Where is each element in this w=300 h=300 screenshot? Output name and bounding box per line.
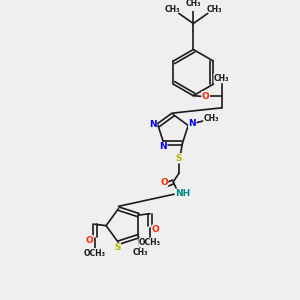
Text: N: N (149, 119, 157, 128)
Text: O: O (202, 92, 210, 101)
Text: N: N (159, 142, 167, 152)
Text: CH₃: CH₃ (214, 74, 230, 83)
Text: OCH₃: OCH₃ (139, 238, 161, 247)
Text: CH₃: CH₃ (206, 5, 222, 14)
Text: O: O (152, 225, 160, 234)
Text: S: S (176, 154, 182, 163)
Text: CH₃: CH₃ (204, 114, 219, 123)
Text: CH₃: CH₃ (132, 248, 148, 257)
Text: N: N (188, 118, 196, 127)
Text: CH₃: CH₃ (165, 5, 180, 14)
Text: CH₃: CH₃ (186, 0, 201, 8)
Text: O: O (85, 236, 93, 244)
Text: O: O (160, 178, 168, 187)
Text: S: S (114, 243, 121, 252)
Text: OCH₃: OCH₃ (84, 249, 106, 258)
Text: NH: NH (175, 189, 190, 198)
